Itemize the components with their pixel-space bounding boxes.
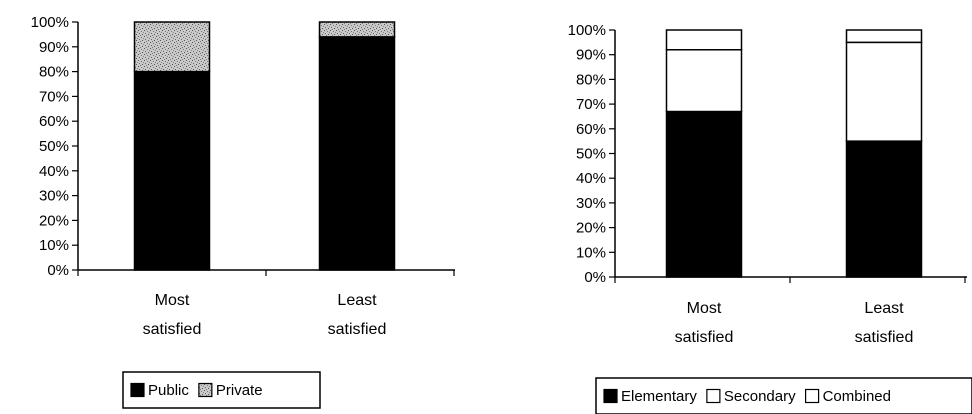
legend-box xyxy=(122,371,321,409)
chart-left: 0% 10% 20% 30% 40% 50% 60% 70% 80% 90% 100% Most sat… xyxy=(31,14,455,409)
bar-elementary-most xyxy=(665,110,743,278)
legend-label-elementary: Elementary xyxy=(621,388,697,405)
legend-swatch-secondary xyxy=(706,388,721,404)
legend-swatch-combined xyxy=(804,388,820,404)
y-tick-label: 40% xyxy=(39,163,69,180)
legend-label-secondary: Secondary xyxy=(724,388,796,405)
y-tick-label: 80% xyxy=(576,71,606,88)
legend: Elementary Secondary Combined xyxy=(595,377,972,414)
legend-label-public: Public xyxy=(148,382,189,399)
bar-public-most xyxy=(133,70,211,271)
y-tick-label: 10% xyxy=(39,237,69,254)
y-tick-label: 20% xyxy=(576,220,606,237)
legend-label-private: Private xyxy=(216,382,263,399)
y-tick-label: 100% xyxy=(31,14,69,31)
y-tick-label: 40% xyxy=(576,170,606,187)
y-tick-label: 10% xyxy=(576,244,606,261)
y-tick-label: 20% xyxy=(39,212,69,229)
y-tick-label: 70% xyxy=(39,88,69,105)
legend-box xyxy=(595,377,972,414)
chart-right: 0% 10% 20% 30% 40% 50% 60% 70% 80% 90% 100% Most sat… xyxy=(568,22,972,414)
y-tick-label: 90% xyxy=(39,39,69,56)
legend-swatch-private xyxy=(198,382,213,398)
legend: Public Private xyxy=(122,371,321,409)
x-category-label: Least satisfied xyxy=(855,300,914,346)
x-category-label: Most satisfied xyxy=(675,300,734,346)
y-tick-label: 0% xyxy=(47,262,69,279)
bar-combined-most xyxy=(665,29,743,51)
y-tick-label: 30% xyxy=(576,195,606,212)
bar-secondary-least xyxy=(845,41,923,142)
x-category-label: Most satisfied xyxy=(143,292,202,338)
bar-private-least xyxy=(318,21,396,38)
y-tick-label: 80% xyxy=(39,64,69,81)
bar-secondary-most xyxy=(665,49,743,113)
legend-swatch-elementary xyxy=(603,388,618,404)
legend-swatch-public xyxy=(130,382,145,398)
y-tick-label: 50% xyxy=(576,146,606,163)
x-category-label: Least satisfied xyxy=(328,292,387,338)
y-tick-label: 30% xyxy=(39,188,69,205)
legend-label-combined: Combined xyxy=(823,388,891,405)
y-tick-label: 60% xyxy=(576,121,606,138)
y-tick-label: 70% xyxy=(576,96,606,113)
y-tick-label: 60% xyxy=(39,113,69,130)
bar-combined-least xyxy=(845,29,923,44)
y-tick-label: 100% xyxy=(568,22,606,39)
y-tick-label: 90% xyxy=(576,47,606,64)
y-tick-label: 50% xyxy=(39,138,69,155)
bar-public-least xyxy=(318,36,396,271)
bar-elementary-least xyxy=(845,140,923,278)
y-tick-label: 0% xyxy=(584,269,606,286)
bar-private-most xyxy=(133,21,211,73)
